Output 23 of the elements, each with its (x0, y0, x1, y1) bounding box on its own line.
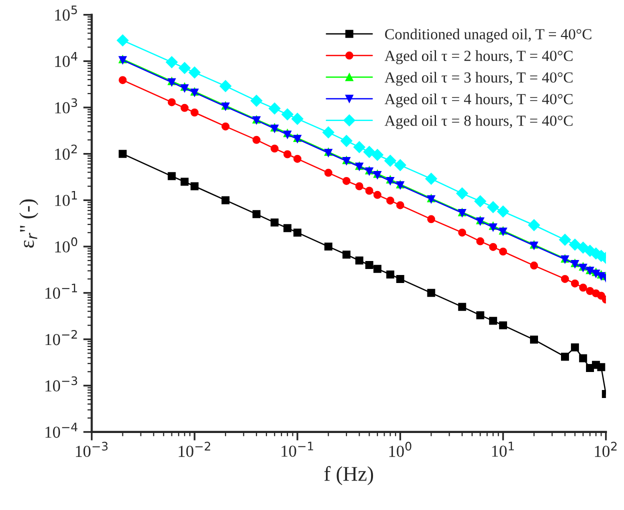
y-tick-label: 10$^{−4}$ (46, 422, 78, 438)
legend-label: Conditioned unaged oil, T = 40°C (385, 28, 592, 43)
x-tick-label: 10$^{1}$ (492, 442, 514, 457)
legend-label: Aged oil τ = 4 hours, T = 40°C (384, 94, 573, 108)
y-tick-label: 10$^{−3}$ (46, 376, 78, 392)
x-tick-label: 10$^{0}$ (389, 442, 412, 457)
legend-label: Aged oil τ = 2 hours, T = 40°C (384, 50, 573, 64)
y-tick-label: 10$^{5}$ (55, 6, 77, 21)
x-tick-label: 10$^{−2}$ (178, 442, 210, 457)
y-axis-title: ε$_{r}$" (-) (19, 199, 38, 248)
legend-label: Aged oil τ = 8 hours, T = 40°C (384, 115, 573, 130)
y-tick-label: 10$^{2}$ (55, 144, 77, 160)
x-tick-label: 10$^{−1}$ (282, 442, 314, 457)
y-tick-label: 10$^{0}$ (55, 237, 78, 252)
legend-label: Aged oil τ = 3 hours, T = 40°C (384, 72, 573, 86)
y-tick-label: 10$^{1}$ (55, 191, 77, 206)
y-tick-label: 10$^{−2}$ (46, 330, 77, 346)
x-axis-title: f (Hz) (324, 466, 374, 486)
y-tick-label: 10$^{−1}$ (46, 284, 77, 299)
x-tick-label: 10$^{2}$ (594, 442, 617, 457)
y-tick-label: 10$^{4}$ (55, 52, 78, 67)
x-tick-label: 10$^{−3}$ (76, 442, 108, 457)
y-tick-label: 10$^{3}$ (55, 98, 78, 114)
